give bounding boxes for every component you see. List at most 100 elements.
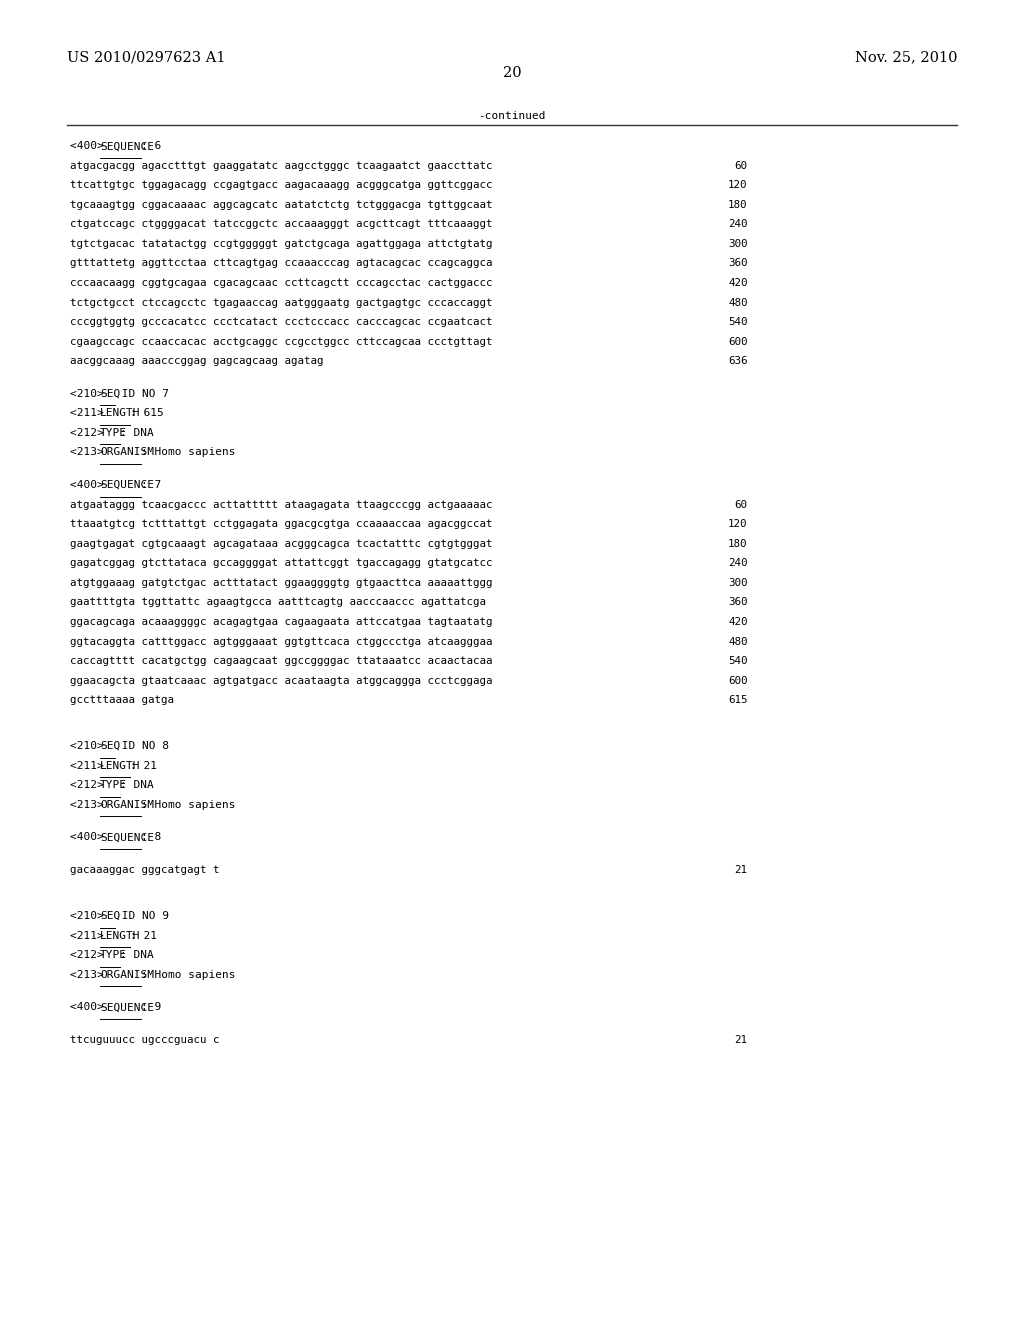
Text: 480: 480	[728, 297, 748, 308]
Text: SEQUENCE: SEQUENCE	[100, 833, 154, 842]
Text: ID NO 7: ID NO 7	[116, 389, 169, 399]
Text: ttcuguuucc ugcccguacu c: ttcuguuucc ugcccguacu c	[70, 1035, 219, 1045]
Text: ttcattgtgc tggagacagg ccgagtgacc aagacaaagg acgggcatga ggttcggacc: ttcattgtgc tggagacagg ccgagtgacc aagacaa…	[70, 181, 493, 190]
Text: gtttattetg aggttcctaa cttcagtgag ccaaacccag agtacagcac ccagcaggca: gtttattetg aggttcctaa cttcagtgag ccaaacc…	[70, 259, 493, 268]
Text: atgacgacgg agacctttgt gaaggatatc aagcctgggc tcaagaatct gaaccttatc: atgacgacgg agacctttgt gaaggatatc aagcctg…	[70, 161, 493, 170]
Text: : 21: : 21	[130, 931, 158, 941]
Text: cccaacaagg cggtgcagaa cgacagcaac ccttcagctt cccagcctac cactggaccc: cccaacaagg cggtgcagaa cgacagcaac ccttcag…	[70, 279, 493, 288]
Text: atgtggaaag gatgtctgac actttatact ggaaggggtg gtgaacttca aaaaattggg: atgtggaaag gatgtctgac actttatact ggaaggg…	[70, 578, 493, 587]
Text: ORGANISM: ORGANISM	[100, 447, 154, 458]
Text: <213>: <213>	[70, 800, 111, 809]
Text: 600: 600	[728, 337, 748, 347]
Text: 120: 120	[728, 519, 748, 529]
Text: 21: 21	[734, 1035, 748, 1045]
Text: ggtacaggta catttggacc agtgggaaat ggtgttcaca ctggccctga atcaagggaa: ggtacaggta catttggacc agtgggaaat ggtgttc…	[70, 636, 493, 647]
Text: SEQ: SEQ	[100, 389, 120, 399]
Text: LENGTH: LENGTH	[100, 931, 140, 941]
Text: 21: 21	[734, 865, 748, 875]
Text: : 6: : 6	[140, 141, 161, 152]
Text: tgcaaagtgg cggacaaaac aggcagcatc aatatctctg tctgggacga tgttggcaat: tgcaaagtgg cggacaaaac aggcagcatc aatatct…	[70, 199, 493, 210]
Text: : 7: : 7	[140, 480, 161, 490]
Text: : 9: : 9	[140, 1002, 161, 1012]
Text: ID NO 9: ID NO 9	[116, 911, 169, 921]
Text: : Homo sapiens: : Homo sapiens	[140, 447, 236, 458]
Text: ttaaatgtcg tctttattgt cctggagata ggacgcgtga ccaaaaccaa agacggccat: ttaaatgtcg tctttattgt cctggagata ggacgcg…	[70, 519, 493, 529]
Text: SEQUENCE: SEQUENCE	[100, 480, 154, 490]
Text: cgaagccagc ccaaccacac acctgcaggc ccgcctggcc cttccagcaa ccctgttagt: cgaagccagc ccaaccacac acctgcaggc ccgcctg…	[70, 337, 493, 347]
Text: <211>: <211>	[70, 408, 111, 418]
Text: : 21: : 21	[130, 760, 158, 771]
Text: 180: 180	[728, 199, 748, 210]
Text: : DNA: : DNA	[121, 950, 154, 960]
Text: TYPE: TYPE	[100, 428, 127, 438]
Text: 615: 615	[728, 696, 748, 705]
Text: <212>: <212>	[70, 780, 111, 791]
Text: ID NO 8: ID NO 8	[116, 741, 169, 751]
Text: 60: 60	[734, 161, 748, 170]
Text: 300: 300	[728, 239, 748, 249]
Text: gaattttgta tggttattc agaagtgcca aatttcagtg aacccaaccc agattatcga: gaattttgta tggttattc agaagtgcca aatttcag…	[70, 598, 485, 607]
Text: 360: 360	[728, 598, 748, 607]
Text: LENGTH: LENGTH	[100, 408, 140, 418]
Text: ctgatccagc ctggggacat tatccggctc accaaagggt acgcttcagt tttcaaaggt: ctgatccagc ctggggacat tatccggctc accaaag…	[70, 219, 493, 230]
Text: TYPE: TYPE	[100, 950, 127, 960]
Text: tgtctgacac tatatactgg ccgtgggggt gatctgcaga agattggaga attctgtatg: tgtctgacac tatatactgg ccgtgggggt gatctgc…	[70, 239, 493, 249]
Text: : 8: : 8	[140, 833, 161, 842]
Text: caccagtttt cacatgctgg cagaagcaat ggccggggac ttataaatcc acaactacaa: caccagtttt cacatgctgg cagaagcaat ggccggg…	[70, 656, 493, 667]
Text: 60: 60	[734, 500, 748, 510]
Text: ORGANISM: ORGANISM	[100, 970, 154, 979]
Text: <400>: <400>	[70, 141, 111, 152]
Text: US 2010/0297623 A1: US 2010/0297623 A1	[67, 50, 225, 65]
Text: <400>: <400>	[70, 480, 111, 490]
Text: <211>: <211>	[70, 931, 111, 941]
Text: gcctttaaaa gatga: gcctttaaaa gatga	[70, 696, 174, 705]
Text: 540: 540	[728, 656, 748, 667]
Text: 240: 240	[728, 219, 748, 230]
Text: <212>: <212>	[70, 950, 111, 960]
Text: 180: 180	[728, 539, 748, 549]
Text: atgaataggg tcaacgaccc acttattttt ataagagata ttaagcccgg actgaaaaac: atgaataggg tcaacgaccc acttattttt ataagag…	[70, 500, 493, 510]
Text: 420: 420	[728, 279, 748, 288]
Text: SEQ: SEQ	[100, 911, 120, 921]
Text: Nov. 25, 2010: Nov. 25, 2010	[855, 50, 957, 65]
Text: 480: 480	[728, 636, 748, 647]
Text: 240: 240	[728, 558, 748, 569]
Text: : Homo sapiens: : Homo sapiens	[140, 800, 236, 809]
Text: gaagtgagat cgtgcaaagt agcagataaa acgggcagca tcactatttc cgtgtgggat: gaagtgagat cgtgcaaagt agcagataaa acgggca…	[70, 539, 493, 549]
Text: gacaaaggac gggcatgagt t: gacaaaggac gggcatgagt t	[70, 865, 219, 875]
Text: 540: 540	[728, 317, 748, 327]
Text: ggacagcaga acaaaggggc acagagtgaa cagaagaata attccatgaa tagtaatatg: ggacagcaga acaaaggggc acagagtgaa cagaaga…	[70, 616, 493, 627]
Text: 420: 420	[728, 616, 748, 627]
Text: ggaacagcta gtaatcaaac agtgatgacc acaataagta atggcaggga ccctcggaga: ggaacagcta gtaatcaaac agtgatgacc acaataa…	[70, 676, 493, 685]
Text: 600: 600	[728, 676, 748, 685]
Text: <213>: <213>	[70, 447, 111, 458]
Text: 20: 20	[503, 66, 521, 81]
Text: SEQ: SEQ	[100, 741, 120, 751]
Text: 300: 300	[728, 578, 748, 587]
Text: <400>: <400>	[70, 1002, 111, 1012]
Text: -continued: -continued	[478, 111, 546, 121]
Text: : DNA: : DNA	[121, 780, 154, 791]
Text: SEQUENCE: SEQUENCE	[100, 1002, 154, 1012]
Text: <400>: <400>	[70, 833, 111, 842]
Text: 360: 360	[728, 259, 748, 268]
Text: : DNA: : DNA	[121, 428, 154, 438]
Text: 120: 120	[728, 181, 748, 190]
Text: 636: 636	[728, 356, 748, 366]
Text: : 615: : 615	[130, 408, 164, 418]
Text: TYPE: TYPE	[100, 780, 127, 791]
Text: tctgctgcct ctccagcctc tgagaaccag aatgggaatg gactgagtgc cccaccaggt: tctgctgcct ctccagcctc tgagaaccag aatggga…	[70, 297, 493, 308]
Text: <212>: <212>	[70, 428, 111, 438]
Text: <211>: <211>	[70, 760, 111, 771]
Text: aacggcaaag aaacccggag gagcagcaag agatag: aacggcaaag aaacccggag gagcagcaag agatag	[70, 356, 324, 366]
Text: SEQUENCE: SEQUENCE	[100, 141, 154, 152]
Text: <213>: <213>	[70, 970, 111, 979]
Text: <210>: <210>	[70, 741, 111, 751]
Text: LENGTH: LENGTH	[100, 760, 140, 771]
Text: : Homo sapiens: : Homo sapiens	[140, 970, 236, 979]
Text: gagatcggag gtcttataca gccaggggat attattcggt tgaccagagg gtatgcatcc: gagatcggag gtcttataca gccaggggat attattc…	[70, 558, 493, 569]
Text: <210>: <210>	[70, 911, 111, 921]
Text: cccggtggtg gcccacatcc ccctcatact ccctcccacc cacccagcac ccgaatcact: cccggtggtg gcccacatcc ccctcatact ccctccc…	[70, 317, 493, 327]
Text: <210>: <210>	[70, 389, 111, 399]
Text: ORGANISM: ORGANISM	[100, 800, 154, 809]
